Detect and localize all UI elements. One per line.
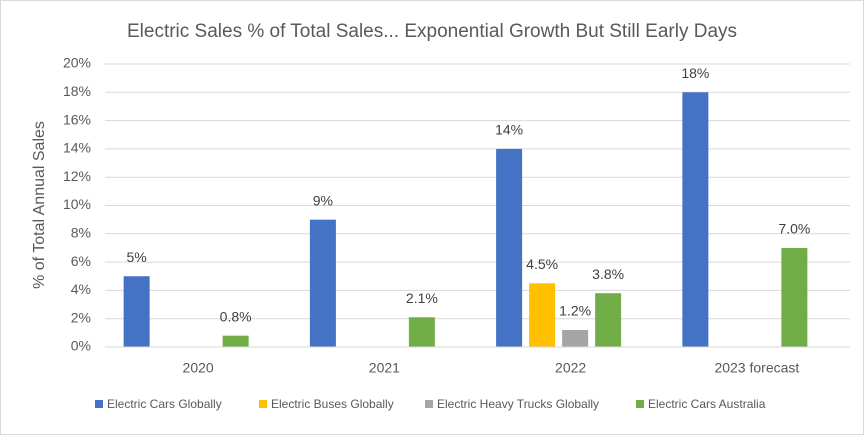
legend-swatch (425, 400, 433, 408)
bar (222, 335, 249, 347)
data-label: 1.2% (559, 303, 591, 319)
legend-label: Electric Buses Globally (271, 397, 394, 411)
x-tick-label: 2021 (369, 360, 400, 376)
bar (682, 92, 709, 347)
y-tick-label: 20% (63, 55, 91, 71)
y-tick-label: 14% (63, 140, 91, 156)
y-tick-label: 0% (71, 338, 91, 354)
bar (529, 283, 556, 347)
y-tick-label: 12% (63, 168, 91, 184)
data-label: 4.5% (526, 256, 558, 272)
legend-label: Electric Heavy Trucks Globally (437, 397, 599, 411)
data-label: 2.1% (406, 290, 438, 306)
x-tick-label: 2022 (555, 360, 586, 376)
y-tick-label: 6% (71, 253, 91, 269)
bar (562, 330, 589, 347)
legend-label: Electric Cars Globally (107, 397, 222, 411)
x-tick-label: 2023 forecast (714, 360, 799, 376)
data-label: 7.0% (778, 221, 810, 237)
y-tick-label: 4% (71, 281, 91, 297)
data-label: 18% (681, 65, 709, 81)
y-tick-label: 10% (63, 196, 91, 212)
data-label: 5% (127, 249, 147, 265)
data-label: 9% (313, 192, 333, 208)
bar (496, 148, 523, 347)
bar (123, 276, 150, 347)
y-tick-label: 16% (63, 111, 91, 127)
y-axis-title: % of Total Annual Sales (31, 121, 48, 289)
y-tick-label: 18% (63, 83, 91, 99)
legend-swatch (259, 400, 267, 408)
legend-swatch (95, 400, 103, 408)
y-tick-label: 8% (71, 225, 91, 241)
bar (595, 293, 622, 347)
data-label: 0.8% (220, 308, 252, 324)
chart-title: Electric Sales % of Total Sales... Expon… (127, 21, 737, 42)
bar (309, 219, 336, 347)
bar (408, 317, 435, 347)
data-label: 3.8% (592, 266, 624, 282)
data-label: 14% (495, 122, 523, 138)
bar (781, 247, 808, 347)
legend-label: Electric Cars Australia (648, 397, 766, 411)
legend-swatch (636, 400, 644, 408)
x-tick-label: 2020 (183, 360, 214, 376)
y-tick-label: 2% (71, 309, 91, 325)
